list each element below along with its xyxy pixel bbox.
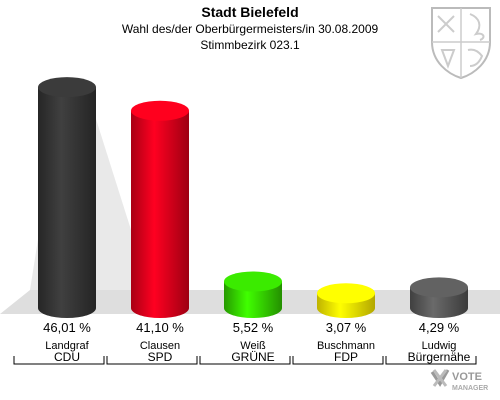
chart-subtitle: Wahl des/der Oberbürgermeisters/in 30.08…: [121, 22, 379, 36]
party-label: GRÜNE: [231, 350, 275, 364]
bar-spd: [131, 100, 189, 318]
coat-of-arms-icon: [431, 7, 491, 80]
bar-top: [131, 100, 189, 121]
value-label: 41,10 %: [136, 320, 184, 335]
value-label: 5,52 %: [232, 320, 274, 335]
bar-brgernhe: [410, 277, 468, 318]
bar-body: [224, 281, 282, 318]
bar-top: [317, 283, 375, 304]
party-label: CDU: [54, 350, 80, 364]
candidate-name: Clausen: [139, 340, 181, 352]
value-label: 46,01 %: [43, 320, 91, 335]
bar-body: [131, 110, 189, 318]
bar-body: [38, 87, 96, 318]
candidate-name: Landgraf: [45, 340, 89, 352]
votemanager-logo: VOTE MANAGER: [430, 369, 488, 392]
chart-title: Stadt Bielefeld: [201, 4, 299, 20]
party-label: FDP: [334, 350, 358, 364]
district-label: Stimmbezirk 023.1: [200, 38, 300, 52]
bar-fdp: [317, 283, 375, 318]
label-bracket: [199, 356, 291, 365]
value-label: 4,29 %: [418, 320, 460, 335]
label-bracket: [106, 356, 198, 365]
label-bracket: [13, 356, 105, 365]
party-label: SPD: [147, 350, 173, 364]
label-bracket: [292, 356, 384, 365]
party-label: Bürgernähe: [407, 350, 471, 364]
candidate-name: Weiß: [240, 340, 266, 352]
bar-grne: [224, 271, 282, 318]
logo-subtext: MANAGER: [452, 385, 488, 392]
bar-top: [224, 271, 282, 292]
logo-text: VOTE: [452, 371, 482, 383]
candidate-name: Ludwig: [421, 340, 457, 352]
bar-top: [410, 277, 468, 298]
candidate-name: Buschmann: [316, 340, 376, 352]
bar-top: [38, 77, 96, 98]
value-label: 3,07 %: [325, 320, 367, 335]
bar-cdu: [38, 77, 96, 318]
label-bracket: [385, 356, 477, 365]
